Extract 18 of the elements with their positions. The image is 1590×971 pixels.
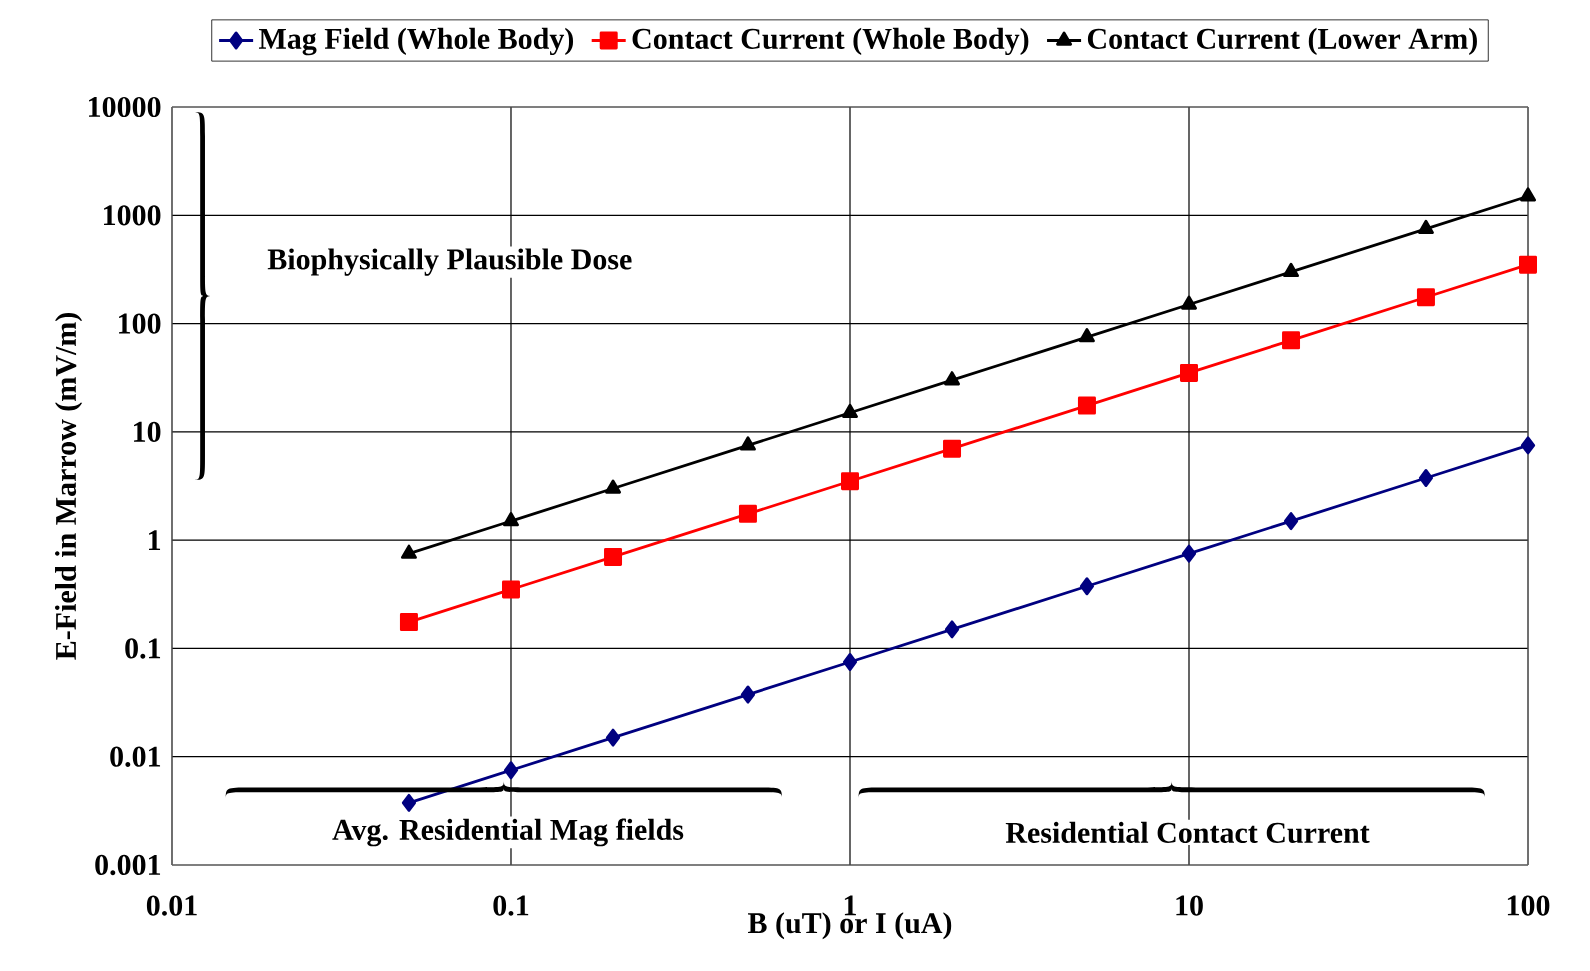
y-tick-label: 100: [119, 313, 161, 334]
y-tick-label: 0.001: [95, 854, 161, 876]
y-tick-label: 1: [149, 530, 161, 551]
annotation: Avg. Residential Mag fields: [332, 818, 684, 847]
x-tick-label: 10: [1176, 895, 1203, 916]
legend-label: Contact Current (Lower Arm): [1087, 27, 1477, 56]
y-axis-title: E-Field in Marrow (mV/m): [55, 313, 83, 660]
legend-label: Mag Field (Whole Body): [259, 27, 574, 56]
y-tick-label: 1000: [104, 205, 161, 226]
y-tick-label: 10: [134, 421, 161, 442]
x-tick-label: 100: [1507, 895, 1550, 916]
annotation: Residential Contact Current: [1005, 821, 1370, 844]
annotation: Biophysically Plausible Dose: [267, 248, 632, 276]
y-tick-label: 10000: [89, 96, 161, 118]
legend-label: Contact Current (Whole Body): [632, 27, 1029, 56]
y-tick-label: 0.1: [125, 638, 161, 659]
y-tick-label: 0.01: [110, 746, 161, 767]
x-tick-label: 0.1: [493, 895, 529, 916]
